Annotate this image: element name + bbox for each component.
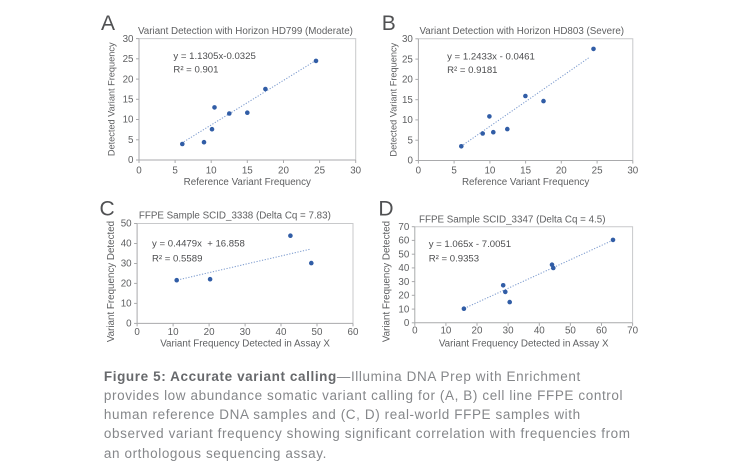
- svg-text:0: 0: [412, 325, 418, 336]
- svg-text:30: 30: [121, 259, 132, 270]
- svg-text:10: 10: [484, 166, 495, 177]
- svg-text:Variant Detection with Horizon: Variant Detection with Horizon HD803 (Se…: [420, 26, 625, 37]
- svg-text:70: 70: [398, 222, 409, 233]
- svg-text:60: 60: [398, 236, 409, 247]
- svg-text:y = 1.065x - 7.0051: y = 1.065x - 7.0051: [429, 239, 511, 250]
- svg-text:5: 5: [128, 135, 134, 146]
- svg-text:20: 20: [121, 279, 132, 290]
- svg-text:20: 20: [123, 74, 134, 85]
- svg-text:Reference Variant Frequency: Reference Variant Frequency: [462, 177, 589, 188]
- svg-text:Variant Frequency Detected in: Variant Frequency Detected in Assay X: [160, 338, 330, 349]
- svg-text:Variant Frequency Detected: Variant Frequency Detected: [106, 221, 117, 342]
- svg-text:30: 30: [503, 325, 514, 336]
- svg-text:R² = 0.9353: R² = 0.9353: [429, 253, 479, 264]
- svg-text:20: 20: [402, 75, 413, 86]
- svg-text:10: 10: [121, 299, 132, 310]
- svg-text:30: 30: [398, 277, 409, 288]
- svg-text:D: D: [378, 197, 393, 220]
- svg-text:0: 0: [126, 319, 132, 330]
- svg-text:20: 20: [204, 327, 215, 338]
- svg-text:30: 30: [240, 327, 251, 338]
- svg-text:B: B: [382, 12, 396, 35]
- svg-text:20: 20: [398, 291, 409, 302]
- svg-text:30: 30: [123, 34, 134, 45]
- svg-text:50: 50: [398, 249, 409, 260]
- svg-text:70: 70: [627, 325, 638, 336]
- svg-text:40: 40: [534, 325, 545, 336]
- svg-text:Variant Frequency Detected: Variant Frequency Detected: [382, 221, 393, 342]
- svg-text:A: A: [101, 12, 115, 35]
- svg-text:30: 30: [627, 166, 638, 177]
- svg-text:30: 30: [350, 166, 361, 177]
- svg-text:10: 10: [206, 166, 217, 177]
- svg-text:Reference Variant Frequency: Reference Variant Frequency: [184, 177, 311, 188]
- svg-text:0: 0: [416, 166, 422, 177]
- svg-text:Variant Detection with Horizon: Variant Detection with Horizon HD799 (Mo…: [138, 26, 353, 37]
- svg-text:5: 5: [451, 166, 457, 177]
- svg-text:5: 5: [172, 166, 178, 177]
- svg-text:R² = 0.5589: R² = 0.5589: [152, 254, 202, 265]
- svg-text:50: 50: [565, 325, 576, 336]
- svg-text:40: 40: [398, 263, 409, 274]
- svg-text:25: 25: [123, 54, 134, 65]
- svg-text:10: 10: [123, 115, 134, 126]
- svg-text:0: 0: [407, 156, 413, 167]
- svg-text:50: 50: [312, 327, 323, 338]
- svg-text:15: 15: [520, 166, 531, 177]
- svg-text:20: 20: [556, 166, 567, 177]
- svg-text:10: 10: [440, 325, 451, 336]
- svg-text:50: 50: [121, 219, 132, 230]
- svg-text:15: 15: [123, 95, 134, 106]
- svg-text:y = 1.1305x-0.0325: y = 1.1305x-0.0325: [173, 51, 255, 62]
- svg-text:0: 0: [136, 166, 142, 177]
- svg-text:25: 25: [592, 166, 603, 177]
- svg-text:15: 15: [402, 95, 413, 106]
- svg-text:5: 5: [407, 135, 413, 146]
- svg-text:R² = 0.9181: R² = 0.9181: [447, 65, 497, 76]
- svg-text:y = 1.2433x - 0.0461: y = 1.2433x - 0.0461: [447, 51, 535, 62]
- svg-text:15: 15: [242, 166, 253, 177]
- svg-text:25: 25: [314, 166, 325, 177]
- svg-text:0: 0: [404, 318, 410, 329]
- svg-text:30: 30: [402, 34, 413, 45]
- svg-text:Detected Variant Frequency: Detected Variant Frequency: [107, 42, 117, 156]
- svg-text:20: 20: [278, 166, 289, 177]
- svg-text:FFPE Sample SCID_3347 (Delta C: FFPE Sample SCID_3347 (Delta Cq = 4.5): [419, 215, 606, 226]
- svg-text:Variant Frequency Detected in: Variant Frequency Detected in Assay X: [439, 339, 609, 350]
- svg-text:20: 20: [472, 325, 483, 336]
- svg-text:60: 60: [596, 325, 607, 336]
- svg-text:60: 60: [348, 327, 359, 338]
- svg-text:FFPE Sample SCID_3338 (Delta C: FFPE Sample SCID_3338 (Delta Cq = 7.83): [139, 211, 331, 222]
- svg-text:40: 40: [121, 239, 132, 250]
- svg-text:25: 25: [402, 54, 413, 65]
- svg-text:10: 10: [168, 327, 179, 338]
- svg-text:C: C: [100, 198, 115, 221]
- svg-text:0: 0: [134, 327, 140, 338]
- svg-text:Detected Variant Frequency: Detected Variant Frequency: [388, 42, 398, 156]
- svg-text:40: 40: [276, 327, 287, 338]
- svg-text:10: 10: [402, 115, 413, 126]
- svg-text:0: 0: [128, 155, 134, 166]
- svg-text:R² = 0.901: R² = 0.901: [173, 64, 218, 75]
- svg-text:10: 10: [398, 304, 409, 315]
- svg-text:y = 0.4479x + 16.858: y = 0.4479x + 16.858: [152, 239, 245, 250]
